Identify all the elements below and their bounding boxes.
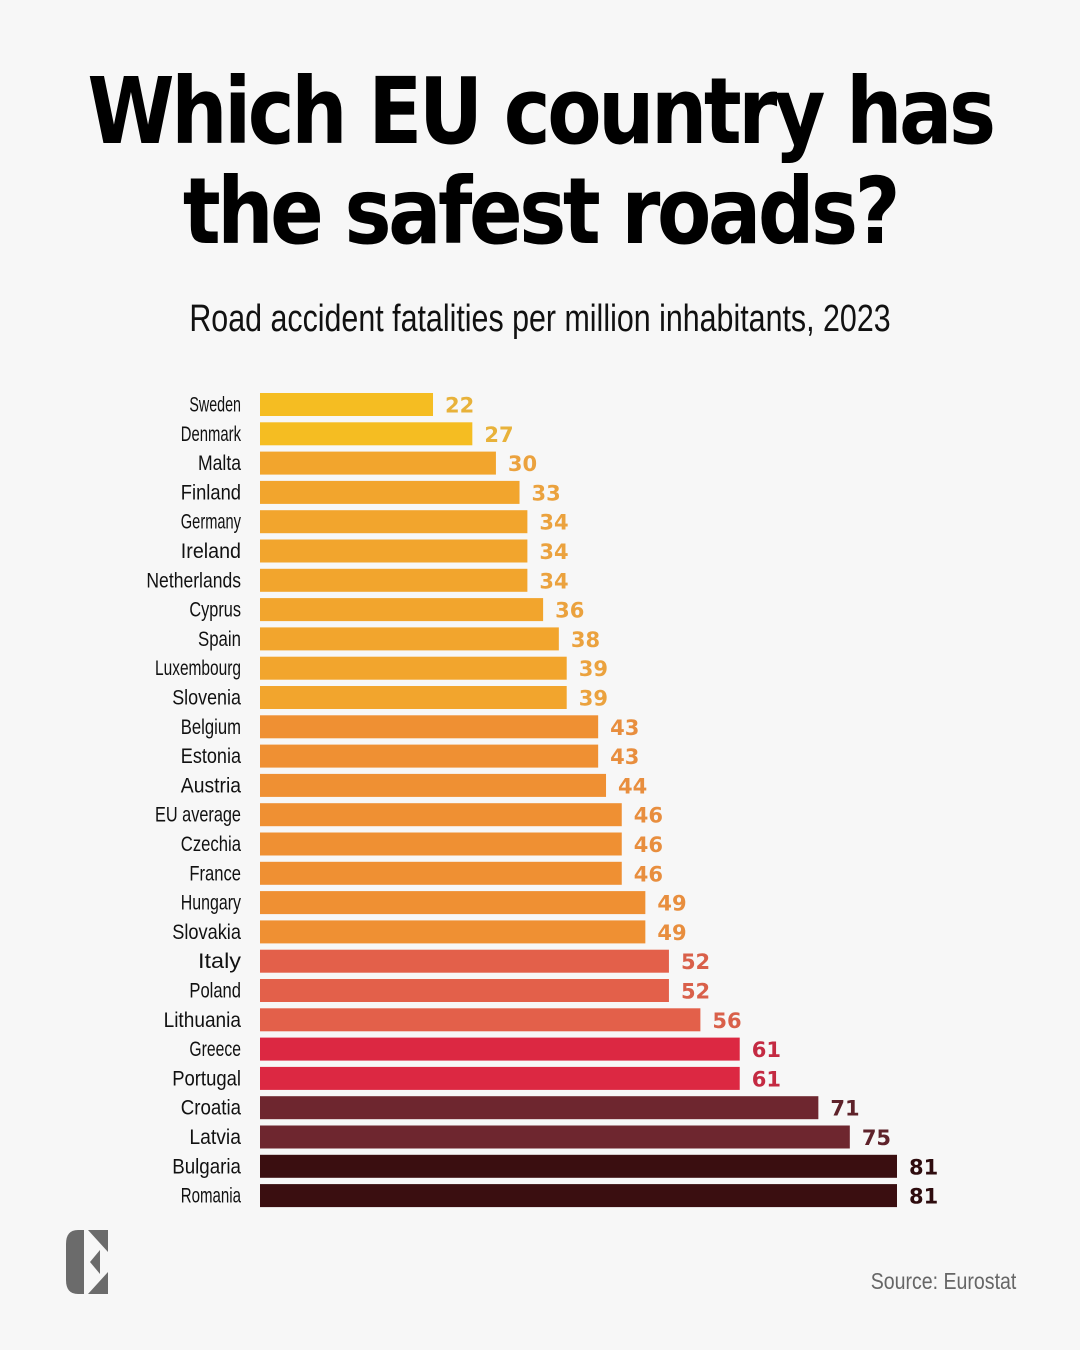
bar-spain [260,627,559,651]
bar-portugal [260,1066,740,1090]
bar-france [260,861,622,885]
value-label-bulgaria: 81 [909,1155,938,1179]
chart-title: Which EU country has the safest roads? [76,62,1005,262]
bar-luxembourg [260,656,567,680]
value-label-luxembourg: 39 [579,657,608,681]
category-label-netherlands: Netherlands [146,569,241,592]
bar-romania [260,1184,897,1208]
category-label-germany: Germany [181,511,242,534]
value-label-romania: 81 [909,1185,938,1209]
title-line-2: the safest roads? [182,158,901,265]
value-label-lithuania: 56 [712,1009,741,1033]
value-label-croatia: 71 [830,1097,859,1121]
category-label-france: France [189,862,241,885]
value-label-spain: 38 [571,628,600,652]
category-label-ireland: Ireland [181,540,241,563]
logo-icon [66,1230,108,1294]
value-label-italy: 52 [681,950,710,974]
bars [260,393,897,1208]
category-label-slovenia: Slovenia [172,687,241,710]
value-label-eu-average: 46 [634,804,663,828]
value-label-czechia: 46 [634,833,663,857]
bar-sweden [260,393,434,416]
category-label-finland: Finland [181,481,241,504]
bar-denmark [260,422,473,446]
value-label-ireland: 34 [539,540,568,564]
value-labels: 2227303334343436383939434344464646494952… [445,394,938,1209]
category-label-belgium: Belgium [181,716,241,739]
bar-slovakia [260,920,646,944]
category-label-eu-average: EU average [155,804,241,827]
value-label-greece: 61 [752,1038,781,1062]
bar-hungary [260,891,646,915]
category-label-slovakia: Slovakia [172,921,241,944]
bar-austria [260,773,607,797]
value-label-poland: 52 [681,980,710,1004]
category-label-croatia: Croatia [181,1097,241,1120]
value-label-denmark: 27 [484,423,513,447]
bar-bulgaria [260,1154,897,1178]
bar-italy [260,949,669,973]
category-label-greece: Greece [189,1038,241,1061]
category-label-poland: Poland [189,980,241,1003]
bar-belgium [260,715,599,739]
bar-malta [260,451,496,475]
value-label-sweden: 22 [445,394,474,418]
value-label-malta: 30 [508,452,537,476]
value-label-latvia: 75 [862,1126,891,1150]
category-label-latvia: Latvia [189,1126,241,1149]
category-label-spain: Spain [198,628,241,651]
category-label-bulgaria: Bulgaria [172,1155,241,1178]
source-note: Source: Eurostat [870,1268,1016,1294]
category-label-portugal: Portugal [172,1067,241,1090]
bar-estonia [260,744,599,768]
bar-greece [260,1037,740,1061]
category-label-romania: Romania [181,1185,241,1208]
bar-poland [260,979,669,1002]
chart-subtitle: Road accident fatalities per million inh… [189,298,891,340]
category-label-cyprus: Cyprus [189,599,241,622]
value-label-cyprus: 36 [555,599,584,623]
value-label-france: 46 [634,862,663,886]
value-label-slovenia: 39 [579,687,608,711]
title-line-1: Which EU country has [87,58,996,165]
bar-croatia [260,1096,819,1120]
bar-latvia [260,1125,850,1149]
category-label-sweden: Sweden [189,394,241,417]
bar-czechia [260,832,622,856]
category-label-austria: Austria [181,774,241,797]
value-label-estonia: 43 [610,745,639,769]
logo-bottom-wedge [88,1272,108,1294]
value-label-hungary: 49 [657,892,686,916]
category-labels: Sweden Denmark Malta Finland Germany Ireland N… [146,394,241,1208]
bar-slovenia [260,686,567,709]
bar-netherlands [260,568,528,592]
value-label-netherlands: 34 [539,569,568,593]
value-label-portugal: 61 [752,1067,781,1091]
bar-eu-average [260,803,622,827]
category-label-luxembourg: Luxembourg [155,657,241,680]
value-label-slovakia: 49 [657,921,686,945]
category-label-czechia: Czechia [181,833,241,856]
bar-cyprus [260,598,544,622]
value-label-germany: 34 [539,511,568,535]
category-label-malta: Malta [198,452,241,475]
bar-finland [260,480,520,504]
logo-left-half [66,1230,84,1294]
logo-top-wedge [88,1230,108,1252]
value-label-finland: 33 [532,481,561,505]
logo-middle-wedge [90,1250,100,1274]
bar-ireland [260,539,528,563]
category-label-denmark: Denmark [181,423,242,446]
value-label-belgium: 43 [610,716,639,740]
category-label-italy: Italy [198,950,242,973]
value-label-austria: 44 [618,774,647,798]
category-label-lithuania: Lithuania [164,1009,242,1032]
bar-lithuania [260,1008,701,1032]
bar-germany [260,510,528,534]
category-label-estonia: Estonia [181,745,241,768]
category-label-hungary: Hungary [181,892,242,915]
